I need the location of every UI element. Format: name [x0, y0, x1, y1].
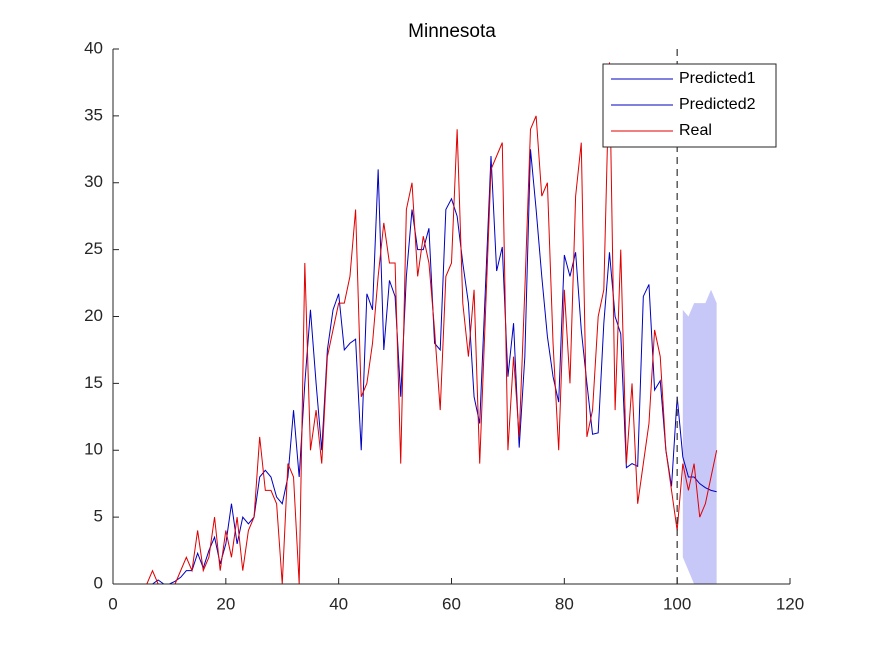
legend-label: Predicted2	[679, 96, 756, 113]
x-tick-label: 40	[329, 594, 348, 613]
y-tick-label: 25	[84, 239, 103, 258]
y-tick-label: 35	[84, 105, 103, 124]
x-tick-label: 20	[216, 594, 235, 613]
series-line	[118, 62, 718, 585]
legend-label: Predicted1	[679, 70, 756, 87]
legend-label: Real	[679, 122, 712, 139]
y-tick-label: 5	[94, 507, 103, 526]
legend: Predicted1 Predicted2 Real	[602, 63, 777, 148]
y-tick-label: 10	[84, 440, 103, 459]
x-tick-label: 100	[663, 594, 691, 613]
series-line	[676, 396, 717, 493]
x-tick-label: 60	[442, 594, 461, 613]
y-tick-label: 20	[84, 306, 103, 325]
y-tick-label: 15	[84, 373, 103, 392]
chart-title: Minnesota	[408, 21, 496, 42]
x-tick-label: 0	[108, 594, 117, 613]
confidence-band	[682, 289, 717, 584]
y-tick-label: 30	[84, 172, 103, 191]
y-tick-label: 40	[84, 38, 103, 57]
x-tick-label: 120	[776, 594, 804, 613]
x-tick-label: 80	[555, 594, 574, 613]
y-tick-label: 0	[94, 573, 103, 592]
